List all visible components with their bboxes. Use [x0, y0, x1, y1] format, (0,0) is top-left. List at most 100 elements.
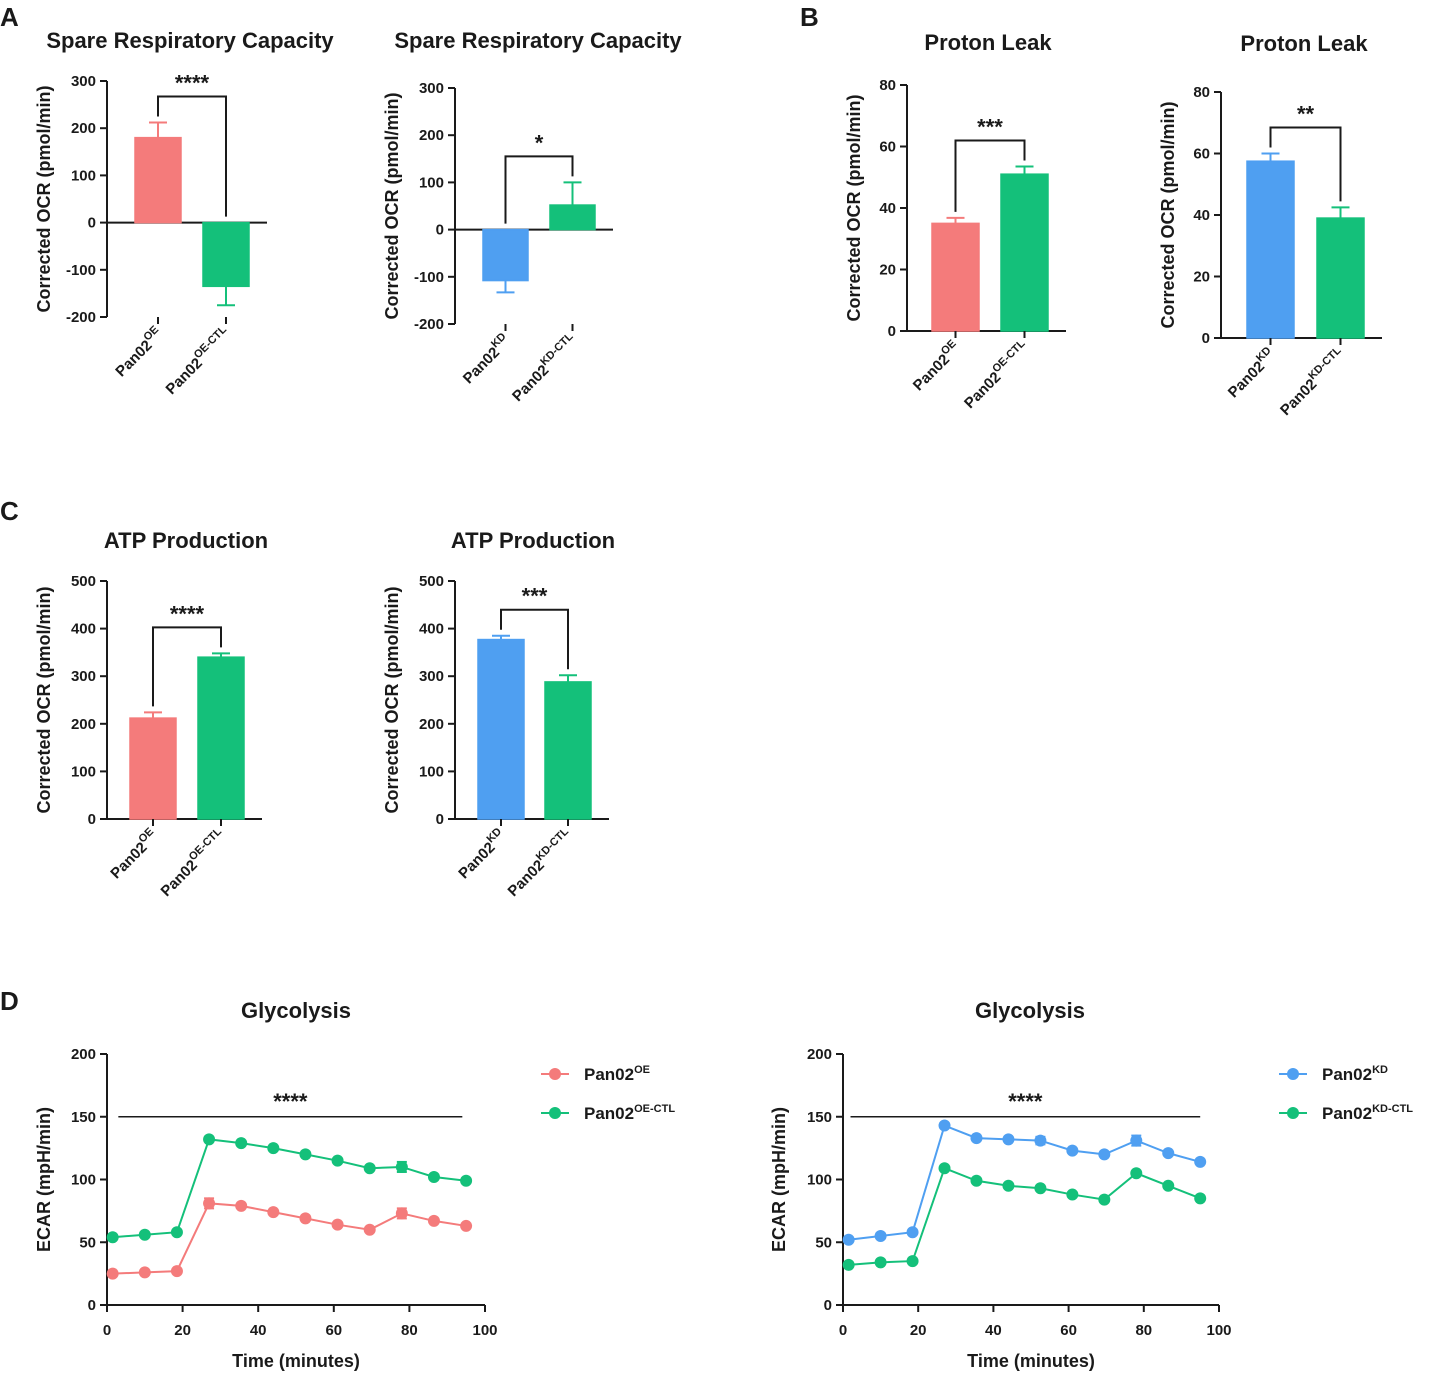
legend-label: Pan02OE — [584, 1064, 650, 1084]
category-label: Pan02OE-CTL — [155, 825, 230, 900]
y-axis-label: Corrected OCR (pmol/min) — [34, 85, 54, 312]
data-point — [1066, 1188, 1079, 1201]
bar-1 — [482, 228, 529, 282]
significance-bracket — [157, 95, 227, 217]
legend-marker — [549, 1068, 561, 1080]
panel-letter-b: B — [800, 2, 819, 32]
y-tick-label: 0 — [88, 811, 96, 828]
significance-label: **** — [170, 601, 205, 626]
chart-C2: ATP Production Corrected OCR (pmol/min) 0 1… — [382, 528, 615, 900]
panel-letter-a: A — [0, 2, 19, 32]
data-point — [1002, 1179, 1015, 1192]
chart-title: Spare Respiratory Capacity — [46, 28, 334, 53]
chart-title: Glycolysis — [241, 998, 351, 1023]
chart-B1: Proton Leak Corrected OCR (pmol/min) 0 20 40… — [844, 30, 1066, 412]
category-label: Pan02KD-CTL — [502, 825, 577, 900]
y-tick-label: 200 — [71, 716, 96, 733]
x-tick-label: 100 — [472, 1322, 497, 1339]
y-tick-label: 300 — [419, 80, 444, 97]
y-axis-label: Corrected OCR (pmol/min) — [844, 94, 864, 321]
data-point — [938, 1119, 951, 1132]
y-tick-label: 0 — [1202, 330, 1210, 347]
chart-A1: Spare Respiratory Capacity Corrected OCR … — [34, 28, 334, 398]
legend-label: Pan02KD-CTL — [1322, 1103, 1413, 1123]
category-label: Pan02OE — [105, 826, 162, 883]
data-point — [1002, 1133, 1015, 1146]
y-axis-label: ECAR (mpH/min) — [769, 1107, 789, 1252]
data-point — [331, 1218, 344, 1231]
data-point — [203, 1133, 216, 1146]
x-axis-label: Time (minutes) — [967, 1351, 1095, 1371]
legend-marker — [1287, 1107, 1299, 1119]
data-point — [842, 1233, 855, 1246]
y-tick-label: 150 — [71, 1109, 96, 1126]
y-tick-label: 50 — [79, 1234, 96, 1251]
data-point — [1066, 1144, 1079, 1157]
data-point — [460, 1174, 473, 1187]
x-tick-label: 20 — [910, 1322, 927, 1339]
bar-1 — [1246, 160, 1295, 339]
y-tick-label: 100 — [807, 1172, 832, 1189]
y-tick-label: 0 — [88, 215, 96, 232]
data-point — [395, 1160, 408, 1173]
y-tick-label: 100 — [71, 167, 96, 184]
y-tick-label: 80 — [1193, 84, 1210, 101]
data-point — [1194, 1155, 1207, 1168]
category-label: Pan02KD-CTL — [507, 330, 582, 405]
series-line — [848, 1124, 1201, 1241]
data-point — [427, 1214, 440, 1227]
significance-bracket — [1269, 126, 1342, 202]
y-tick-label: -100 — [66, 262, 96, 279]
chart-title: Proton Leak — [924, 30, 1052, 55]
panel-letter-c: C — [0, 496, 19, 526]
data-point — [1130, 1134, 1143, 1147]
significance-label: ** — [1297, 102, 1315, 127]
chart-C1: ATP Production Corrected OCR (pmol/min) 0 1… — [34, 528, 268, 900]
y-tick-label: 50 — [815, 1234, 832, 1251]
y-tick-label: -200 — [414, 316, 444, 333]
x-tick-label: 80 — [401, 1322, 418, 1339]
legend-label-base: Pan02 — [1322, 1104, 1372, 1123]
y-tick-label: 20 — [1193, 269, 1210, 286]
category-label-sup: KD-CTL — [538, 330, 576, 368]
y-tick-label: 200 — [71, 120, 96, 137]
legend-marker — [1287, 1068, 1299, 1080]
y-tick-label: 500 — [71, 573, 96, 590]
data-point — [106, 1267, 119, 1280]
y-tick-label: 40 — [1193, 207, 1210, 224]
data-point — [170, 1226, 183, 1239]
chart-D1: Glycolysis ECAR (mpH/min) Time (minutes) 0 5… — [34, 998, 675, 1371]
data-point — [427, 1170, 440, 1183]
y-tick-label: 100 — [419, 763, 444, 780]
legend-label-base: Pan02 — [584, 1104, 634, 1123]
data-point — [970, 1174, 983, 1187]
x-tick-label: 100 — [1206, 1322, 1231, 1339]
category-label: Pan02KD — [1223, 345, 1280, 402]
x-tick-label: 0 — [103, 1322, 111, 1339]
bar-2 — [202, 221, 250, 288]
significance-label: * — [535, 130, 544, 155]
data-point — [970, 1132, 983, 1145]
data-point — [299, 1148, 312, 1161]
y-tick-label: 100 — [419, 174, 444, 191]
data-point — [842, 1258, 855, 1271]
bar-1 — [134, 136, 182, 224]
y-axis-label: Corrected OCR (pmol/min) — [382, 586, 402, 813]
chart-title: Proton Leak — [1240, 31, 1368, 56]
data-point — [299, 1212, 312, 1225]
chart-D2: Glycolysis ECAR (mpH/min) Time (minutes) 0 5… — [769, 998, 1413, 1371]
y-tick-label: 200 — [807, 1046, 832, 1063]
data-point — [1098, 1193, 1111, 1206]
y-axis-label: Corrected OCR (pmol/min) — [1158, 101, 1178, 328]
category-label-sup: OE-CTL — [192, 323, 230, 361]
data-point — [106, 1231, 119, 1244]
chart-title: Spare Respiratory Capacity — [394, 28, 682, 53]
y-tick-label: -200 — [66, 309, 96, 326]
bar-1 — [129, 717, 177, 820]
bar-1 — [477, 638, 525, 820]
category-label: Pan02OE — [110, 324, 167, 381]
legend-label-sup: OE-CTL — [634, 1103, 675, 1115]
y-axis-label: Corrected OCR (pmol/min) — [382, 92, 402, 319]
category-label: Pan02OE-CTL — [959, 337, 1034, 412]
category-label: Pan02OE-CTL — [160, 323, 235, 398]
